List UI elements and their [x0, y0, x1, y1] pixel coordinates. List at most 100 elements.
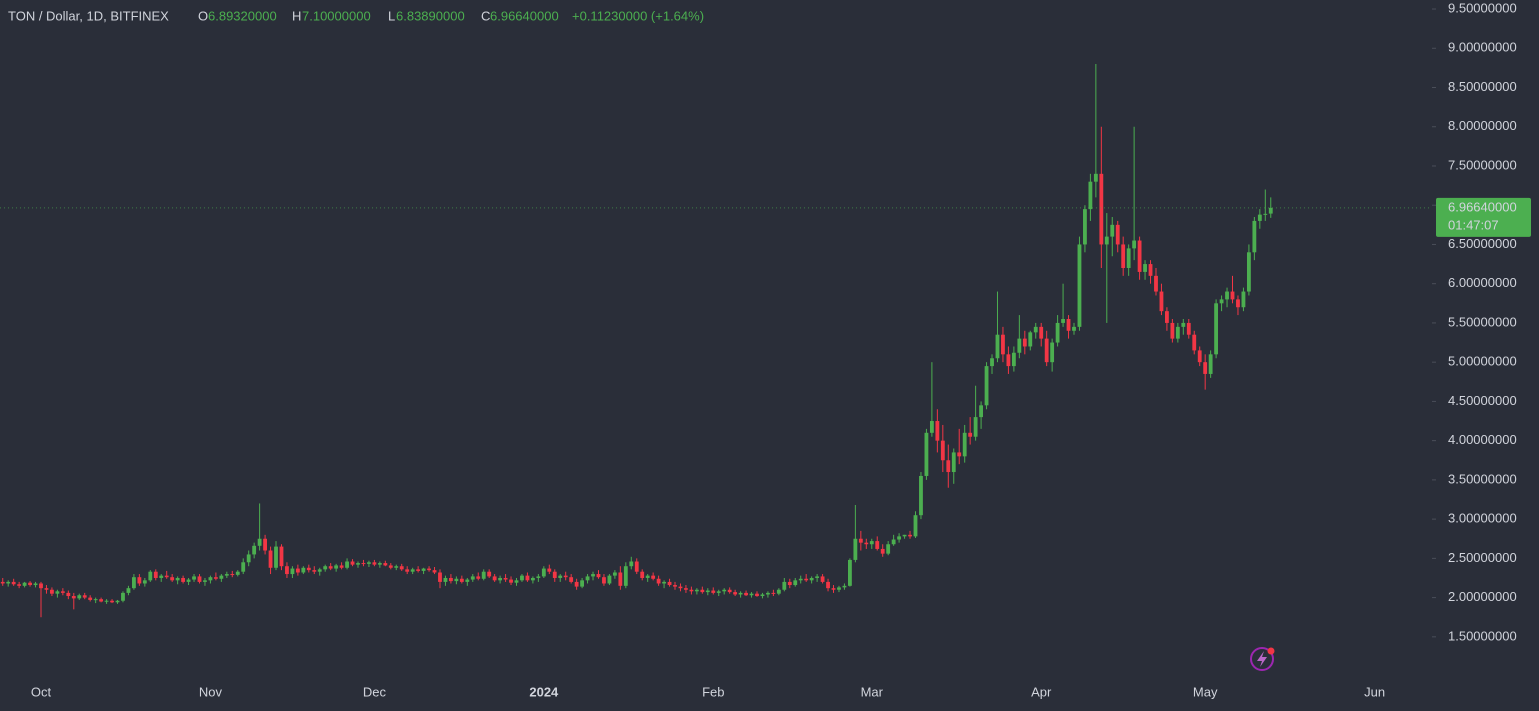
candle-body — [973, 417, 978, 437]
candle-body — [50, 589, 54, 594]
candle-body — [612, 572, 617, 576]
candle-body — [274, 546, 278, 568]
icon-dot[interactable] — [1267, 647, 1275, 655]
candle-body — [727, 589, 732, 593]
candle-body — [22, 582, 27, 586]
candle-body — [1208, 354, 1213, 374]
candle-body — [1017, 338, 1022, 353]
candle-body — [678, 586, 683, 589]
candle-body — [306, 567, 311, 571]
candle-body — [886, 544, 891, 554]
candle-body — [137, 577, 142, 584]
candle-body — [323, 566, 328, 570]
candle-body — [607, 575, 612, 584]
candle-body — [1192, 334, 1197, 351]
candle-body — [1061, 319, 1065, 323]
candle-body — [110, 600, 114, 603]
candle-body — [1011, 352, 1016, 367]
candle-body — [826, 581, 830, 589]
candle-body — [301, 567, 306, 573]
candle-body — [60, 591, 65, 593]
candle-body — [760, 594, 765, 597]
candle-body — [875, 541, 880, 549]
candle-body — [902, 534, 907, 537]
candle-body — [1252, 220, 1257, 253]
candle-body — [618, 572, 623, 586]
candle-body — [853, 538, 858, 560]
x-tick-label: Oct — [31, 684, 52, 699]
candle-body — [181, 577, 186, 582]
candle-body — [443, 577, 448, 582]
candle-body — [913, 515, 918, 537]
candle-body — [585, 576, 590, 581]
candle-body — [175, 577, 180, 581]
candle-body — [1159, 291, 1164, 312]
candle-body — [1028, 332, 1033, 347]
candle-body — [738, 592, 743, 595]
candle-body — [864, 542, 869, 545]
candle-body — [645, 575, 650, 578]
candle-body — [1268, 207, 1273, 214]
candle-body — [186, 579, 191, 582]
last-price-box — [1436, 197, 1531, 237]
y-tick-label: 2.00000000 — [1448, 589, 1517, 604]
candle-body — [979, 405, 983, 418]
candle-body — [44, 588, 49, 590]
candle-body — [449, 577, 453, 582]
candle-body — [929, 421, 934, 433]
candle-body — [995, 334, 1000, 359]
candle-body — [662, 581, 666, 584]
candle-body — [356, 563, 360, 565]
candle-body — [263, 538, 267, 551]
candle-body — [268, 550, 273, 568]
x-tick-label: Apr — [1031, 684, 1052, 699]
candle-body — [552, 571, 557, 578]
candle-body — [1110, 224, 1115, 237]
candle-body — [1072, 326, 1076, 331]
candle-body — [71, 596, 76, 599]
plot — [0, 8, 1436, 638]
y-tick-label: 2.50000000 — [1448, 550, 1517, 565]
y-tick-label: 5.00000000 — [1448, 354, 1517, 369]
candle-body — [1099, 173, 1104, 245]
candle-body — [509, 579, 513, 583]
candle-body — [1230, 291, 1235, 300]
lightning-icon[interactable] — [1250, 647, 1275, 671]
candle-body — [847, 559, 852, 586]
last-price-label: 6.96640000 — [1448, 199, 1517, 214]
candle-body — [115, 600, 120, 603]
candle-body — [869, 541, 874, 545]
candle-body — [1083, 209, 1087, 245]
candle-body — [1006, 354, 1011, 367]
candle-body — [667, 581, 672, 586]
candle-body — [891, 539, 896, 545]
candle-body — [164, 575, 169, 578]
icon-bolt[interactable] — [1257, 651, 1267, 667]
candle-body — [487, 571, 492, 577]
candle-body — [1203, 362, 1208, 374]
candle-body — [290, 568, 295, 575]
candle-body — [410, 569, 415, 572]
candle-body — [574, 581, 579, 587]
high-label: H — [292, 8, 301, 23]
y-tick-label: 6.00000000 — [1448, 275, 1517, 290]
candle-body — [782, 581, 787, 590]
x-tick-label: May — [1193, 684, 1218, 699]
x-tick-label: Mar — [861, 684, 884, 699]
candle-body — [1257, 214, 1262, 221]
candle-body — [1022, 338, 1027, 347]
candle-body — [33, 583, 38, 586]
candle-body — [339, 565, 344, 568]
candle-body — [126, 588, 131, 593]
candle-body — [1126, 248, 1131, 268]
y-tick-label: 9.50000000 — [1448, 0, 1517, 15]
candle-body — [541, 568, 546, 577]
candle-body — [498, 577, 503, 581]
candle-body — [514, 580, 519, 583]
candle-body — [558, 575, 563, 578]
candle-body — [1170, 322, 1175, 339]
candle-body — [481, 571, 486, 579]
candle-body — [405, 569, 410, 572]
candle-body — [798, 578, 803, 581]
candle-body — [257, 538, 262, 546]
